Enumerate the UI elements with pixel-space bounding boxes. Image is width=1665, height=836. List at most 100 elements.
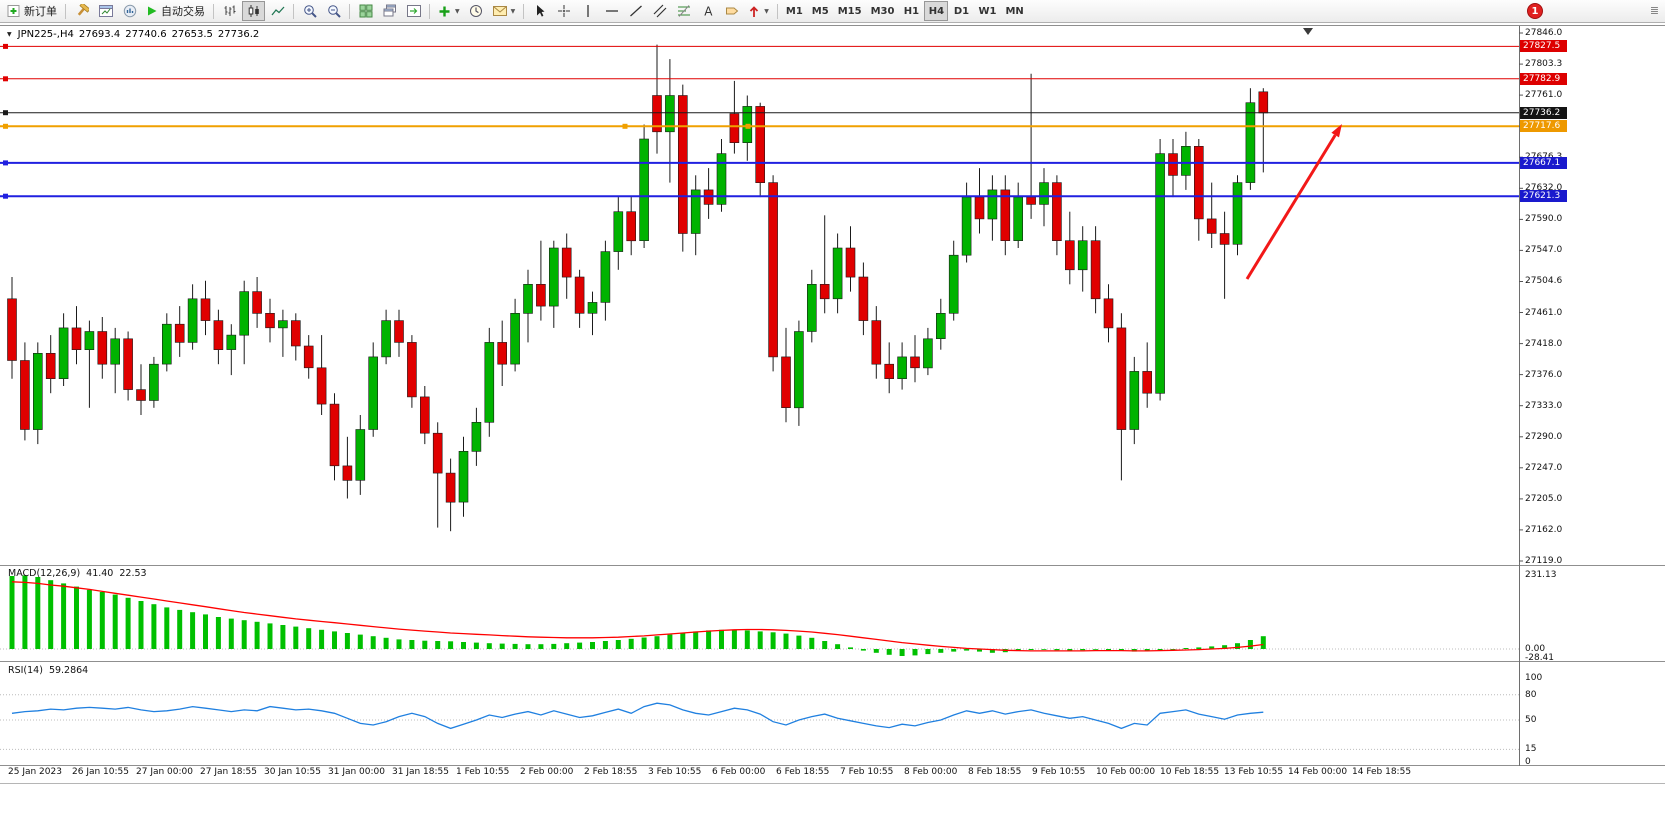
price-axis-separator [1519,26,1520,766]
candle-up [1181,146,1191,176]
macd-histogram-bar [667,634,673,649]
candle-up [948,254,959,314]
cursor-button[interactable] [528,1,551,21]
line-chart-button[interactable] [266,1,289,21]
period-clock-button[interactable] [465,1,488,21]
candle-down [536,283,546,307]
timeframe-button-m5[interactable]: M5 [811,5,829,17]
candle-up [923,338,933,369]
chart-symbol-period: JPN225-,H4 [17,29,74,40]
panel-splitter[interactable] [0,565,1665,566]
macd-histogram-bar [1209,646,1215,649]
fibonacci-button[interactable] [672,1,695,21]
price-axis-label: 27333.0 [1525,400,1563,411]
bar-chart-button[interactable] [218,1,241,21]
macd-histogram-bar [1144,649,1150,651]
candle-up [742,106,753,144]
timeframe-button-m1[interactable]: M1 [785,5,803,17]
candle-down [1142,371,1152,394]
label-icon [725,4,739,18]
candle-chart-icon [247,4,261,18]
arrows-button[interactable]: ▼ [744,1,773,21]
timeframe-button-h4[interactable]: H4 [924,1,949,21]
chevron-down-icon: ▼ [510,7,516,15]
timeframe-button-w1[interactable]: W1 [978,5,997,17]
candle-up [1039,182,1049,205]
candle-up [961,196,972,256]
toolbar-overflow-icon[interactable]: ≣ [1649,3,1660,17]
macd-histogram-bar [912,649,918,656]
macd-histogram-bar [770,632,776,649]
price-axis-label: 27547.0 [1525,245,1563,256]
rsi-axis-label: 15 [1525,744,1537,755]
price-axis-label: 27461.0 [1525,307,1563,318]
vertical-line-button[interactable] [576,1,599,21]
candle-down [419,396,430,434]
timeframe-button-m15[interactable]: M15 [837,5,862,17]
chart-shift-marker[interactable] [1303,28,1313,35]
candle-down [1116,327,1127,430]
news-mail-button[interactable]: ▼ [489,1,520,21]
candle-up [1245,102,1256,183]
auto-trading-button[interactable]: 自动交易 [142,1,209,21]
notification-badge[interactable]: 1 [1527,3,1543,19]
macd-histogram-bar [357,634,363,649]
macd-histogram-bar [848,647,853,649]
zoom-in-button[interactable] [298,1,321,21]
crosshair-button[interactable] [552,1,575,21]
rsi-axis-label: 80 [1525,689,1537,700]
tile-windows-icon [359,4,373,18]
toolbar-separator [776,3,778,19]
tools-hammer-button[interactable] [70,1,93,21]
market-watch-button[interactable] [118,1,141,21]
macd-histogram-bar [344,633,350,649]
timeframe-button-h1[interactable]: H1 [903,5,920,17]
candle-up [239,291,249,336]
zoom-out-button[interactable] [322,1,345,21]
candle-up [187,298,198,343]
new-order-label: 新订单 [24,5,57,18]
channel-button[interactable] [648,1,671,21]
price-axis-label: 27676.3 [1525,152,1563,163]
time-axis-label: 14 Feb 00:00 [1288,767,1348,777]
one-click-trading-arrow[interactable]: ▼ [7,31,12,38]
chart-shift-button[interactable] [402,1,425,21]
new-chart-button[interactable] [94,1,117,21]
time-axis-label: 26 Jan 10:55 [72,767,129,777]
timeframe-button-mn[interactable]: MN [1005,5,1024,17]
candle-down [1090,240,1101,300]
candle-chart-button[interactable] [242,1,265,21]
macd-signal-line [11,581,1264,652]
trendline-button[interactable] [624,1,647,21]
horizontal-line-button[interactable] [600,1,623,21]
timeframe-button-d1[interactable]: D1 [953,5,970,17]
macd-histogram-bar [964,649,970,651]
macd-histogram-bar [1028,649,1034,650]
tile-windows-button[interactable] [354,1,377,21]
add-indicator-button[interactable]: ▼ [434,1,464,21]
label-button[interactable] [720,1,743,21]
macd-histogram-bar [280,625,286,649]
timeframe-button-m30[interactable]: M30 [870,5,895,17]
time-axis-label: 27 Jan 00:00 [136,767,193,777]
candle-up [523,283,533,314]
text-button[interactable]: A [696,1,719,21]
macd-axis-label: 231.13 [1525,569,1557,580]
time-axis-label: 25 Jan 2023 [8,767,62,777]
time-axis-label: 2 Feb 18:55 [584,767,638,777]
cascade-windows-button[interactable] [378,1,401,21]
macd-histogram-bar [654,636,660,649]
candle-up [1077,240,1088,271]
new-order-button[interactable]: 新订单 [3,1,61,21]
macd-histogram-bar [435,641,441,649]
annotation-arrow[interactable] [1245,134,1337,280]
macd-histogram-bar [164,607,170,649]
panel-splitter[interactable] [0,661,1665,662]
candle-down [97,331,108,365]
candle-down [342,465,353,481]
time-axis-label: 31 Jan 18:55 [392,767,449,777]
candle-up [665,95,675,133]
macd-histogram-bar [396,639,402,649]
macd-histogram-bar [564,643,570,649]
